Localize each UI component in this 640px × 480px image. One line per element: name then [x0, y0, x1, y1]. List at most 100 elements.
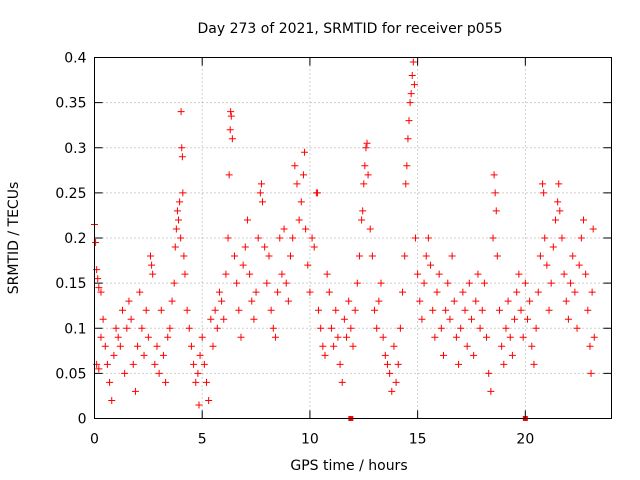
data-point	[492, 207, 500, 215]
data-point	[519, 333, 527, 341]
data-point	[147, 252, 155, 260]
y-tick-label: 0.25	[55, 186, 86, 202]
data-point	[315, 306, 323, 314]
data-point	[347, 324, 355, 332]
data-point	[422, 252, 430, 260]
data-point	[213, 324, 221, 332]
data-point	[429, 306, 437, 314]
data-point	[177, 234, 185, 242]
data-point	[293, 180, 301, 188]
data-point	[371, 306, 379, 314]
data-point	[562, 297, 570, 305]
data-point	[257, 180, 265, 188]
data-point	[515, 270, 523, 278]
data-point	[164, 333, 172, 341]
x-tick-label: 10	[301, 432, 319, 448]
data-point	[295, 216, 303, 224]
data-point	[299, 171, 307, 179]
data-point	[414, 270, 422, 278]
data-point	[353, 279, 361, 287]
data-point	[125, 297, 133, 305]
data-point	[381, 351, 389, 359]
data-point	[215, 288, 223, 296]
data-point	[178, 153, 186, 161]
data-point	[181, 270, 189, 278]
data-point	[203, 378, 211, 386]
data-point	[177, 108, 185, 116]
y-tick-label: 0.3	[64, 141, 86, 157]
data-point	[450, 297, 458, 305]
data-point	[121, 369, 129, 377]
data-point	[209, 342, 217, 350]
data-point	[586, 342, 594, 350]
data-point	[269, 324, 277, 332]
data-point	[129, 360, 137, 368]
data-point	[489, 234, 497, 242]
data-point	[402, 180, 410, 188]
data-point	[226, 126, 234, 134]
x-tick-label: 15	[409, 432, 427, 448]
data-point	[276, 234, 284, 242]
data-point	[459, 288, 467, 296]
data-point	[185, 324, 193, 332]
data-point	[366, 225, 374, 233]
data-point	[360, 180, 368, 188]
data-point	[108, 396, 116, 404]
data-point	[149, 270, 157, 278]
data-point	[218, 297, 226, 305]
data-point	[148, 261, 156, 269]
data-point	[536, 252, 544, 260]
y-tick-label: 0.2	[64, 231, 86, 247]
data-point	[526, 297, 534, 305]
data-point	[319, 342, 327, 350]
data-point	[235, 306, 243, 314]
data-point	[340, 315, 348, 323]
data-point	[401, 252, 409, 260]
data-point	[92, 239, 100, 247]
data-point	[176, 198, 184, 206]
data-point	[243, 216, 251, 224]
data-point	[252, 288, 260, 296]
data-point	[323, 270, 331, 278]
data-point	[390, 342, 398, 350]
data-point	[411, 234, 419, 242]
data-point	[410, 81, 418, 89]
data-point	[590, 333, 598, 341]
data-point	[171, 243, 179, 251]
data-point	[274, 288, 282, 296]
data-point	[95, 365, 103, 373]
data-point	[99, 315, 107, 323]
data-point	[500, 360, 508, 368]
data-point	[403, 162, 411, 170]
x-tick-label: 0	[90, 432, 99, 448]
data-point	[405, 117, 413, 125]
data-point	[304, 261, 312, 269]
data-point	[336, 360, 344, 368]
data-point	[284, 297, 292, 305]
data-point	[332, 306, 340, 314]
data-point	[334, 333, 342, 341]
data-point	[502, 324, 510, 332]
data-point	[480, 279, 488, 287]
y-axis-label: SRMTID / TECUs	[6, 182, 22, 295]
data-point	[157, 306, 165, 314]
data-point	[151, 360, 159, 368]
data-point	[310, 243, 318, 251]
x-tick-label: 20	[516, 432, 534, 448]
data-point	[134, 342, 142, 350]
data-point	[427, 261, 435, 269]
y-tick-label: 0	[78, 412, 87, 428]
data-point	[106, 378, 114, 386]
data-point	[383, 360, 391, 368]
data-point	[338, 378, 346, 386]
data-point	[187, 342, 195, 350]
data-point	[437, 324, 445, 332]
data-point	[444, 279, 452, 287]
data-point	[180, 252, 188, 260]
data-point	[587, 369, 595, 377]
data-point	[207, 315, 215, 323]
data-point	[325, 288, 333, 296]
data-point	[94, 275, 102, 283]
data-point	[173, 207, 181, 215]
data-point	[271, 333, 279, 341]
